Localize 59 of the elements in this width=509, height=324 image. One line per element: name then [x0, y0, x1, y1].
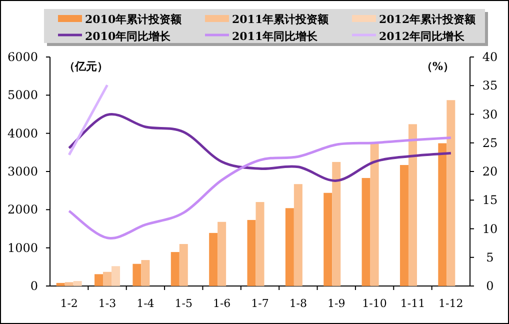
- y2-tick-label: 35: [482, 78, 498, 93]
- bar: [370, 142, 379, 286]
- x-tick-label: 1-10: [362, 297, 387, 310]
- bar: [64, 282, 74, 286]
- y2-tick-label: 15: [482, 193, 498, 208]
- bar: [103, 272, 112, 286]
- x-tick-label: 1-9: [328, 297, 346, 310]
- y2-axis-title: （%）: [422, 60, 454, 73]
- y2-tick-label: 25: [482, 136, 498, 150]
- legend-label: 2011年累计投资额: [232, 13, 330, 26]
- bar: [332, 162, 341, 286]
- y-tick-label: 2000: [7, 202, 38, 217]
- y2-tick-label: 30: [482, 107, 498, 122]
- y-axis-title: （亿元）: [64, 60, 108, 73]
- bar: [294, 184, 302, 286]
- x-tick-label: 1-4: [136, 297, 154, 310]
- legend-label: 2010年累计投资额: [85, 13, 183, 26]
- x-tick-label: 1-5: [174, 297, 192, 310]
- bar: [179, 244, 188, 286]
- y2-tick-label: 0: [486, 279, 494, 293]
- bar: [362, 178, 370, 286]
- bar: [56, 282, 65, 286]
- bar: [438, 143, 447, 286]
- bar: [324, 192, 332, 286]
- x-tick-label: 1-3: [98, 297, 116, 310]
- bar: [285, 208, 294, 286]
- y-tick-label: 0: [30, 279, 38, 293]
- bar: [218, 222, 226, 286]
- y-tick-label: 1000: [7, 240, 38, 255]
- y2-tick-label: 40: [482, 50, 498, 64]
- y-tick-label: 4000: [7, 126, 38, 140]
- x-tick-label: 1-7: [251, 297, 269, 310]
- y-tick-label: 5000: [7, 88, 38, 102]
- x-tick-label: 1-12: [438, 297, 464, 310]
- y2-tick-label: 20: [482, 164, 498, 178]
- x-tick-label: 1-2: [60, 297, 78, 310]
- bar: [446, 100, 456, 286]
- legend-label: 2012年同比增长: [379, 30, 466, 43]
- bar: [94, 274, 104, 286]
- legend-label: 2010年同比增长: [85, 30, 172, 43]
- legend-label: 2012年累计投资额: [379, 13, 477, 26]
- y-tick-label: 3000: [7, 164, 38, 178]
- x-tick-label: 1-6: [212, 297, 231, 310]
- bar: [132, 264, 142, 286]
- y2-tick-label: 5: [486, 250, 494, 264]
- bar: [141, 260, 150, 286]
- bar: [170, 252, 180, 286]
- x-tick-label: 1-8: [289, 297, 308, 310]
- bar: [112, 266, 120, 286]
- legend-label: 2011年同比增长: [232, 30, 319, 43]
- x-tick-label: 1-11: [400, 297, 426, 310]
- y2-tick-label: 10: [482, 222, 498, 236]
- bar: [400, 165, 408, 286]
- bar: [209, 232, 218, 286]
- bar: [247, 220, 256, 286]
- bar: [256, 202, 264, 286]
- bar: [73, 281, 82, 286]
- bar: [408, 124, 417, 286]
- y-tick-label: 6000: [7, 50, 38, 64]
